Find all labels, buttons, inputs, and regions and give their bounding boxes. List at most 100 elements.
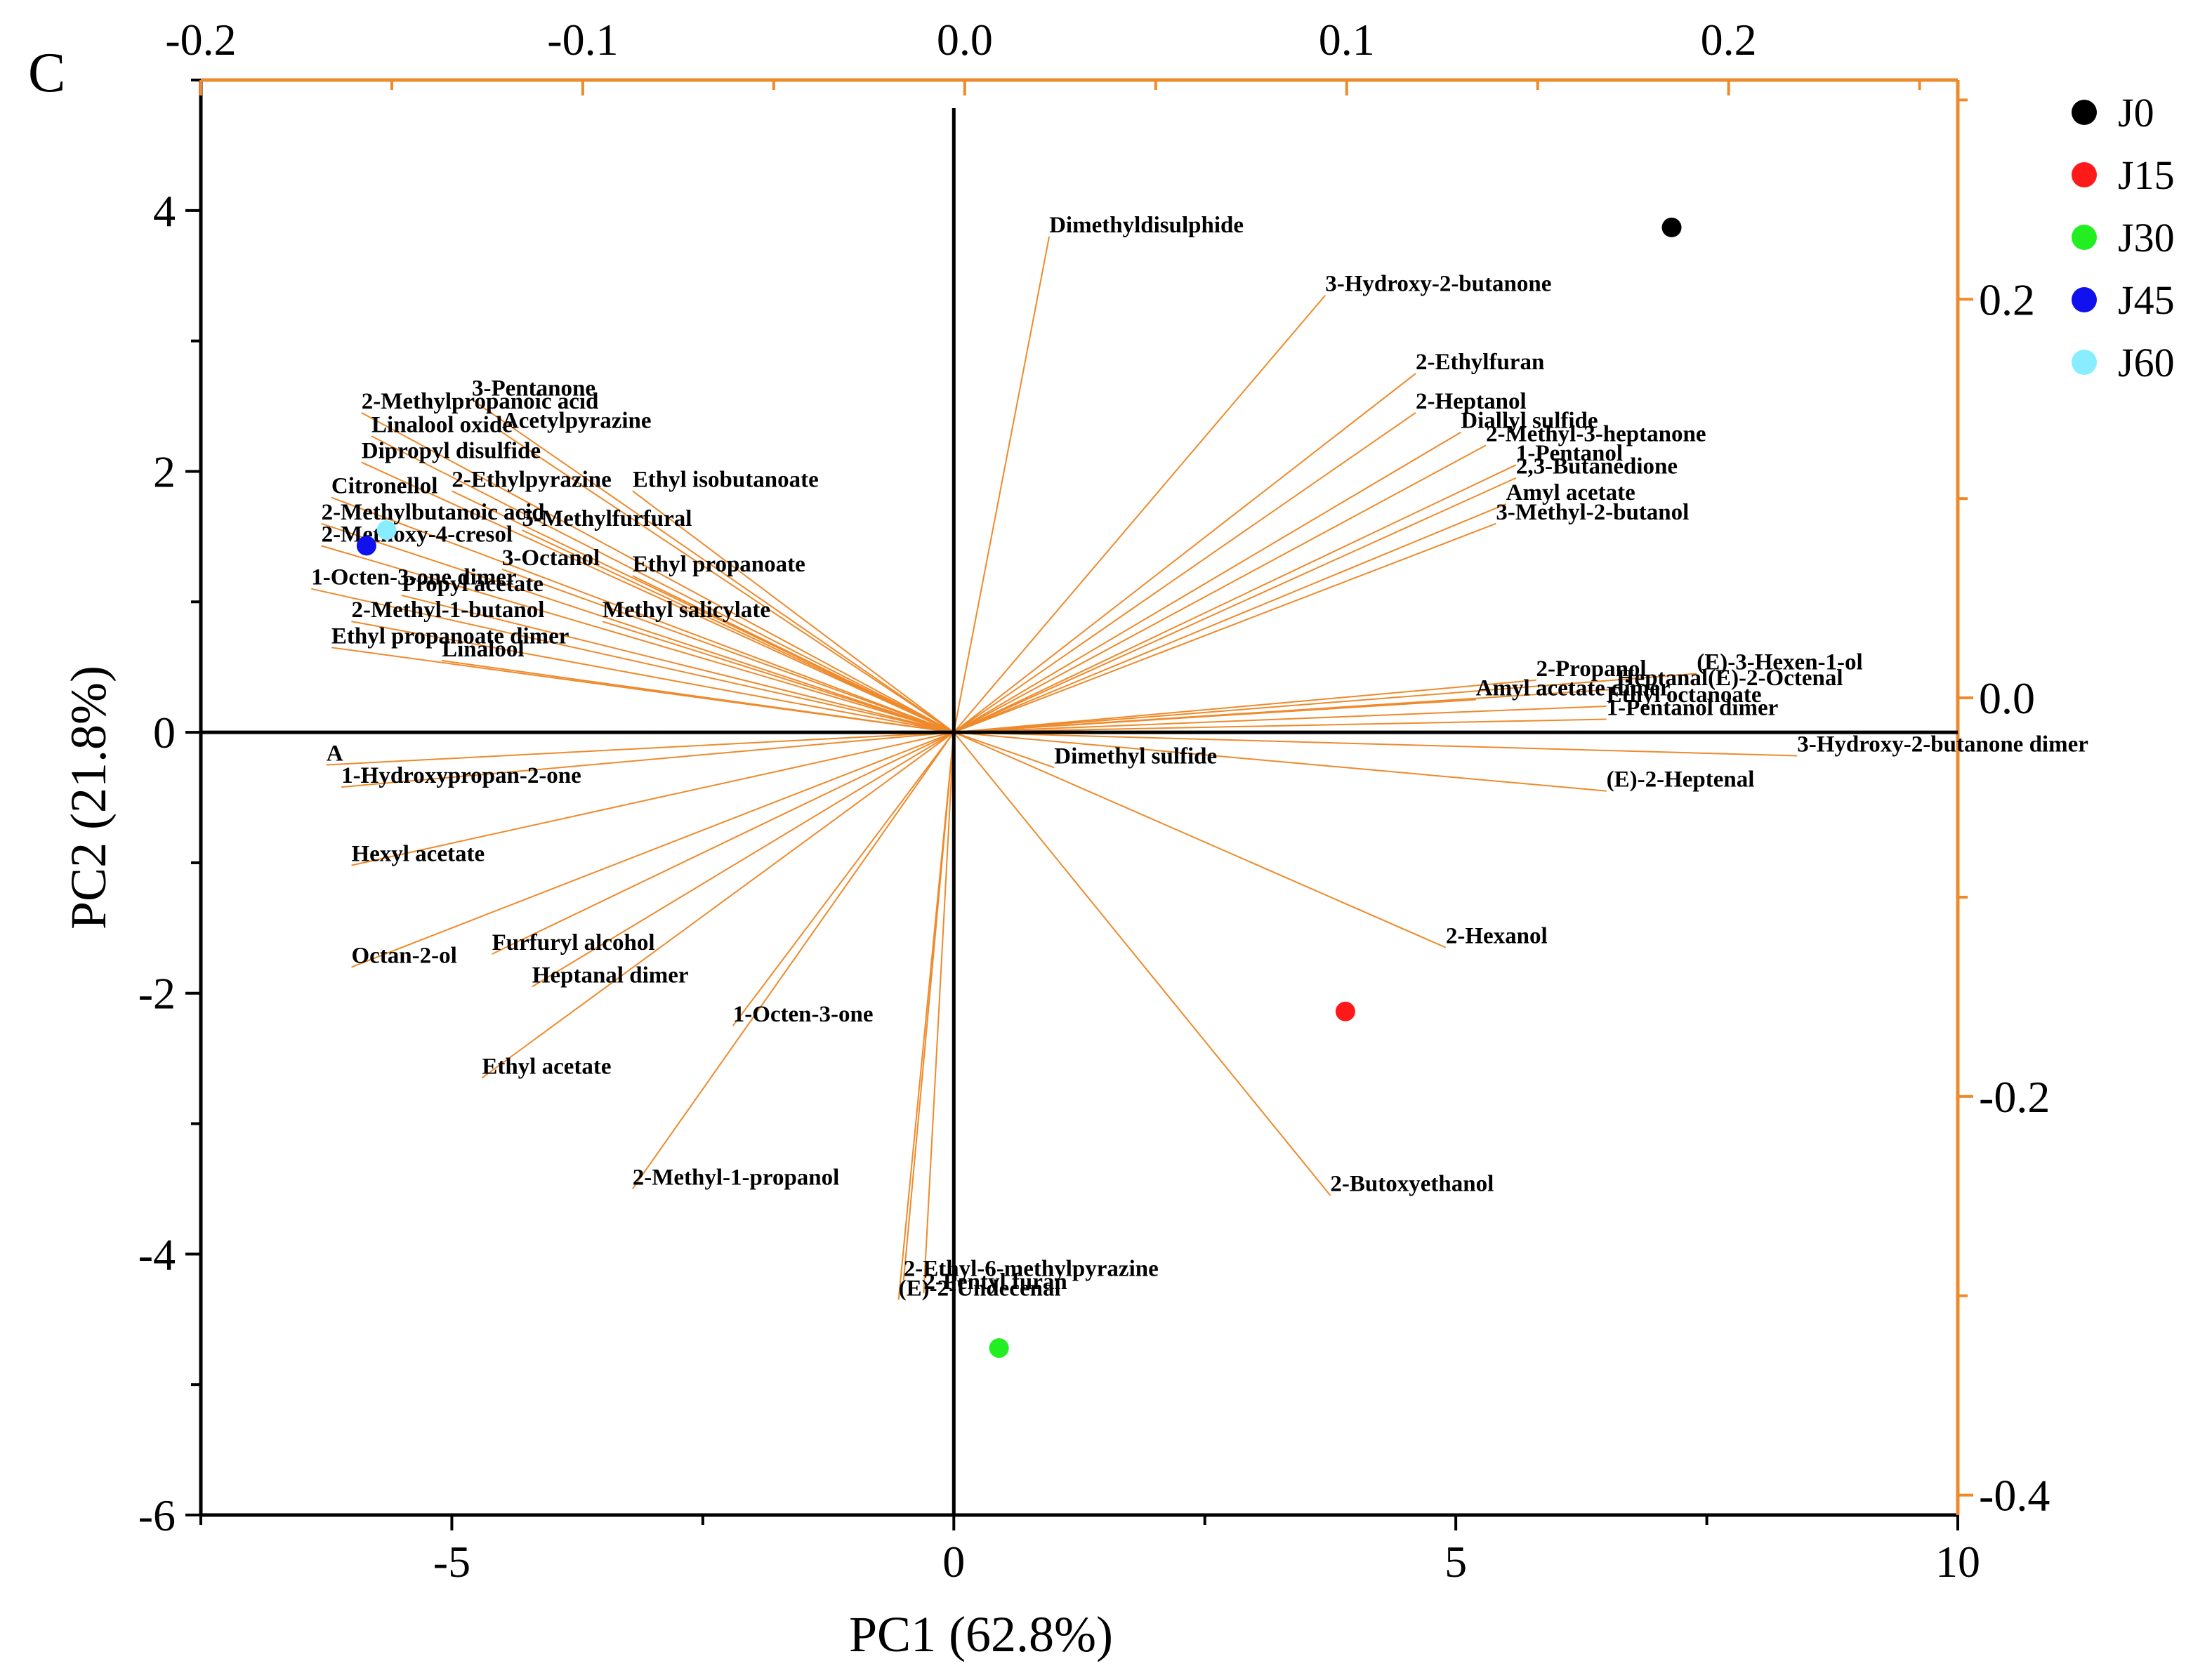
loading-vector xyxy=(522,529,954,733)
legend-marker xyxy=(2072,100,2097,125)
loading-label: (E)-2-Heptenal xyxy=(1607,767,1755,793)
panel-label: C xyxy=(28,42,65,104)
loading-vector xyxy=(953,464,1517,733)
loading-label: 2,3-Butanedione xyxy=(1516,454,1678,479)
loading-vector xyxy=(953,477,1517,734)
right-tick-label: 0.0 xyxy=(1979,673,2035,723)
loading-vector xyxy=(632,575,954,733)
loading-label: Citronellol xyxy=(331,474,438,499)
loading-vector xyxy=(631,732,955,1190)
loading-label: Amyl acetate dimer xyxy=(1476,676,1671,701)
loading-label: (E)-3-Hexen-1-ol xyxy=(1697,649,1862,675)
sample-points xyxy=(356,217,1682,1358)
loading-label: Methyl salicylate xyxy=(603,597,770,623)
loading-label: Linalool xyxy=(442,637,524,662)
loading-label: 1-Pentanol xyxy=(1516,441,1623,466)
loading-vector xyxy=(953,732,1055,769)
loading-label: Amyl acetate xyxy=(1506,480,1635,505)
loading-label: Acetylpyrazine xyxy=(502,409,652,434)
loading-label: Dimethyldisulphide xyxy=(1049,213,1244,238)
loading-vector xyxy=(481,732,954,1079)
loading-label: Ethyl acetate xyxy=(482,1054,611,1080)
y-tick-label: -2 xyxy=(138,969,176,1019)
loading-vector xyxy=(331,496,954,734)
loading-label: 1-Hydroxypropan-2-one xyxy=(341,763,581,788)
loading-vector xyxy=(351,732,954,866)
loading-label: 5-Methylfurfural xyxy=(522,506,692,531)
x-tick-label: 5 xyxy=(1444,1537,1467,1587)
x-tick-label: -5 xyxy=(433,1537,470,1587)
loading-vector xyxy=(341,732,954,788)
loading-vector xyxy=(953,522,1496,734)
loading-vector xyxy=(632,490,954,733)
loading-vector xyxy=(441,659,954,734)
loading-vector xyxy=(361,461,954,734)
loading-label: 2-Methylbutanoic acid xyxy=(322,500,545,525)
loading-label: Ethyl propanoate xyxy=(633,552,805,577)
y-axis-title: PC2 (21.8%) xyxy=(60,666,117,930)
loading-label: 2-Butoxyethanol xyxy=(1330,1172,1494,1197)
y-tick-label: 4 xyxy=(153,186,176,236)
y-tick-label: -4 xyxy=(138,1229,176,1279)
y-tick-label: 0 xyxy=(153,708,176,758)
legend-marker xyxy=(2072,162,2097,187)
loading-label: Ethyl octanoate xyxy=(1607,682,1762,708)
loading-vector xyxy=(321,522,954,734)
loading-vector xyxy=(954,705,1607,734)
loading-label: Hexyl acetate xyxy=(351,842,485,867)
x-tick-label: 0 xyxy=(942,1537,965,1587)
legend-marker xyxy=(2072,350,2097,375)
y-tick-label: -6 xyxy=(138,1490,176,1540)
loading-label: 3-Octanol xyxy=(502,545,600,571)
loading-vector xyxy=(953,431,1461,733)
loading-vector xyxy=(953,732,1331,1196)
loading-label: 2-Pentyl furan xyxy=(923,1269,1067,1295)
loading-label: 1-Octen-3-one xyxy=(733,1002,874,1027)
loading-label: Propyl acetate xyxy=(402,571,544,597)
loading-label: Ethyl propanoate dimer xyxy=(331,623,570,649)
loading-label: 3-Hydroxy-2-butanone dimer xyxy=(1797,732,2088,758)
loading-label: Linalool oxide xyxy=(371,412,513,437)
loading-label: Heptanal(E)-2-Octenal xyxy=(1617,666,1843,691)
right-tick-label: -0.2 xyxy=(1979,1072,2050,1122)
loading-label: 1-Pentanol dimer xyxy=(1607,696,1779,721)
loading-label: Dimethyl sulfide xyxy=(1054,743,1217,769)
loading-vector xyxy=(501,431,954,733)
loading-vector xyxy=(954,673,1697,734)
loading-vector xyxy=(954,679,1536,734)
loading-vector xyxy=(471,399,954,733)
loading-vector xyxy=(953,503,1507,734)
loading-label: 3-Methyl-2-butanol xyxy=(1496,500,1689,525)
legend-label: J15 xyxy=(2118,152,2175,198)
x-tick-label: 10 xyxy=(1935,1537,1980,1587)
loading-label: 1-Octen-3-one dimer xyxy=(311,565,516,590)
loading-label: 2-Methyl-1-propanol xyxy=(633,1165,840,1190)
top-tick-label: -0.2 xyxy=(165,15,236,65)
loading-vector xyxy=(954,732,1607,792)
loading-vector xyxy=(954,732,1798,757)
loading-vector xyxy=(501,568,954,734)
loading-vector xyxy=(311,588,954,734)
legend-marker xyxy=(2072,225,2097,250)
loading-vector xyxy=(897,732,955,1300)
loading-vector xyxy=(371,435,954,733)
loading-label: 2-Ethyl-6-methylpyrazine xyxy=(904,1257,1159,1282)
loading-vector xyxy=(953,732,1447,948)
loading-vector xyxy=(492,732,954,955)
loading-vector xyxy=(732,732,955,1026)
loading-label: 3-Hydroxy-2-butanone xyxy=(1325,272,1551,297)
sample-point xyxy=(989,1338,1009,1358)
loading-vector xyxy=(351,732,954,968)
loading-vector xyxy=(954,718,1607,734)
loading-vector xyxy=(401,595,954,734)
loading-label: Ethyl isobutanoate xyxy=(633,467,819,492)
legend-label: J60 xyxy=(2118,340,2175,385)
loading-vector xyxy=(602,621,954,734)
loading-vectors xyxy=(311,236,1798,1300)
legend-label: J0 xyxy=(2118,90,2154,135)
loading-label: Diallyl sulfide xyxy=(1461,409,1598,434)
top-tick-label: 0.2 xyxy=(1701,15,1757,65)
loading-label: (E)-2-Undecenal xyxy=(899,1276,1061,1301)
loading-label: 2-Propanol xyxy=(1536,656,1647,682)
loading-vector xyxy=(953,444,1487,733)
